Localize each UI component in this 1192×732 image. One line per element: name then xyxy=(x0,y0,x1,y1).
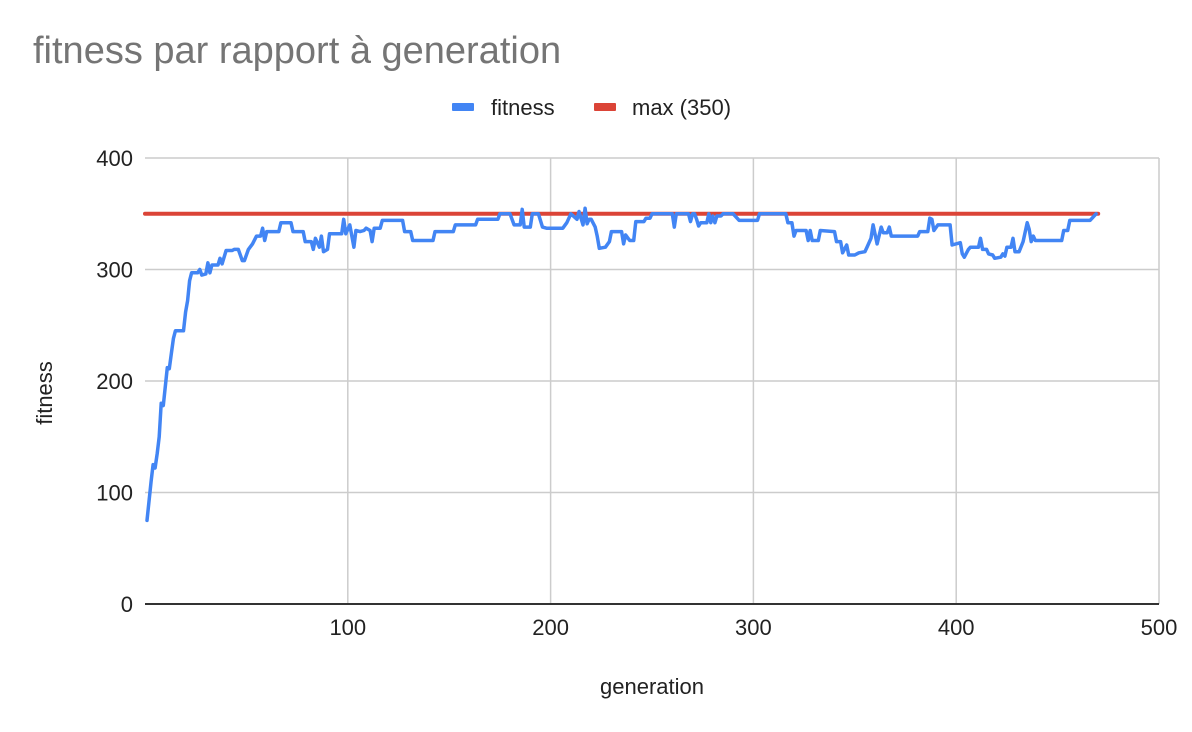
y-tick-label: 200 xyxy=(96,369,133,394)
legend-swatch-fitness xyxy=(452,103,474,111)
x-axis-label: generation xyxy=(600,674,704,699)
x-tick-label: 100 xyxy=(329,615,366,640)
x-tick-label: 300 xyxy=(735,615,772,640)
legend-swatch-max xyxy=(594,103,616,111)
y-tick-label: 0 xyxy=(121,592,133,617)
x-tick-label: 200 xyxy=(532,615,569,640)
y-axis-label: fitness xyxy=(32,361,57,425)
series-lines xyxy=(143,206,1101,523)
gridlines xyxy=(145,157,1160,605)
series-line-fitness xyxy=(145,206,1098,523)
chart-title: fitness par rapport à generation xyxy=(33,30,561,72)
x-axis-ticks: 100 200 300 400 500 xyxy=(329,615,1177,640)
y-tick-label: 300 xyxy=(96,258,133,283)
y-tick-label: 400 xyxy=(96,146,133,171)
y-axis-ticks: 0 100 200 300 400 xyxy=(96,146,133,617)
x-tick-label: 500 xyxy=(1141,615,1178,640)
x-tick-label: 400 xyxy=(938,615,975,640)
legend: fitness max (350) xyxy=(452,95,731,120)
legend-label-max: max (350) xyxy=(632,95,731,120)
legend-label-fitness: fitness xyxy=(491,95,555,120)
y-tick-label: 100 xyxy=(96,481,133,506)
